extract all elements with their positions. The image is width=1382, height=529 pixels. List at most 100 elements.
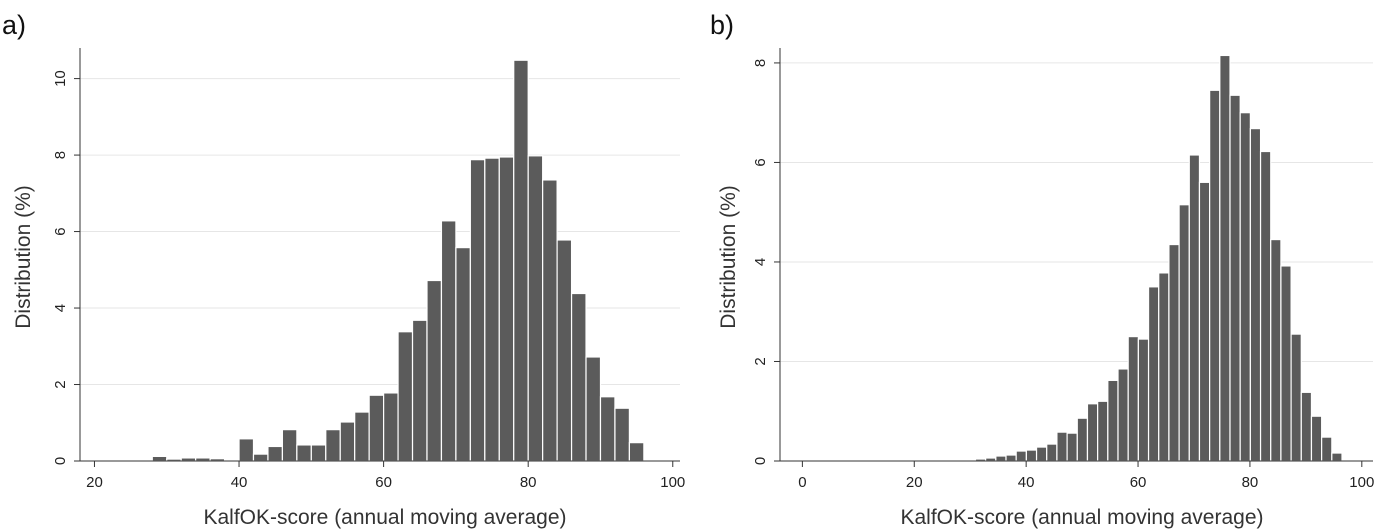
bar-a-32 <box>614 407 630 462</box>
bar-a-28 <box>556 239 573 462</box>
y-tick-label-a-4: 4 <box>52 304 69 312</box>
bar-b-43 <box>1239 112 1251 462</box>
bar-b-20 <box>1005 454 1017 462</box>
axes-b <box>779 48 1373 462</box>
bar-b-24 <box>1046 443 1058 462</box>
y-axis-title-a: Distribution (%) <box>12 185 35 329</box>
bar-b-34 <box>1147 286 1160 462</box>
bar-b-29 <box>1097 400 1109 462</box>
y-tick-label-b-0: 0 <box>752 457 769 465</box>
panel-label-b: b) <box>710 10 734 40</box>
axes-a <box>79 48 680 462</box>
bar-a-17 <box>397 331 414 462</box>
bar-a-33 <box>628 442 645 462</box>
bar-a-0 <box>151 455 168 462</box>
bar-b-37 <box>1178 204 1190 462</box>
y-tick-label-a-2: 2 <box>52 380 69 388</box>
bar-b-42 <box>1229 94 1241 462</box>
bar-a-26 <box>527 155 544 462</box>
x-tick-label-b-60: 60 <box>1130 474 1147 491</box>
bar-b-41 <box>1219 54 1231 462</box>
bar-a-21 <box>455 247 471 462</box>
bar-a-8 <box>267 445 284 462</box>
x-tick-label-a-60: 60 <box>375 474 392 491</box>
x-tick-label-b-80: 80 <box>1242 474 1259 491</box>
x-tick-label-a-100: 100 <box>660 474 685 491</box>
bar-b-21 <box>1015 450 1027 462</box>
bar-b-19 <box>995 455 1007 462</box>
bar-a-18 <box>411 319 428 462</box>
y-tick-label-b-6: 6 <box>752 158 769 166</box>
bar-a-12 <box>325 429 341 462</box>
y-axis-title-b: Distribution (%) <box>717 185 740 329</box>
bar-b-50 <box>1310 415 1323 462</box>
y-tick-label-a-0: 0 <box>52 457 69 465</box>
bar-a-9 <box>281 429 298 462</box>
bar-b-30 <box>1107 379 1119 462</box>
bars-b <box>801 54 1343 462</box>
bar-b-32 <box>1127 336 1139 462</box>
histogram-panel-b: b) 0 20 40 60 80 100 0 2 4 6 8 KalfOK-score (annua… <box>710 10 1374 529</box>
bar-a-10 <box>296 444 312 462</box>
bar-b-28 <box>1086 403 1099 462</box>
y-tick-label-b-8: 8 <box>752 59 769 67</box>
bar-a-19 <box>426 279 443 462</box>
bar-b-48 <box>1290 333 1302 462</box>
bar-b-26 <box>1066 432 1078 462</box>
bar-a-15 <box>368 394 385 462</box>
bar-b-46 <box>1270 238 1282 462</box>
bar-a-13 <box>339 421 356 462</box>
y-tick-label-a-6: 6 <box>52 227 69 235</box>
bar-b-44 <box>1249 128 1262 462</box>
grid-a <box>80 78 680 386</box>
bar-b-25 <box>1056 431 1068 462</box>
x-tick-label-a-20: 20 <box>86 474 103 491</box>
bar-b-51 <box>1321 436 1333 462</box>
bar-a-11 <box>310 444 327 462</box>
bar-b-40 <box>1209 89 1221 462</box>
x-tick-label-a-40: 40 <box>231 474 248 491</box>
bar-a-6 <box>238 438 255 462</box>
bar-b-49 <box>1300 391 1313 462</box>
bar-b-35 <box>1158 272 1170 462</box>
bar-b-39 <box>1198 181 1211 462</box>
y-tick-label-b-4: 4 <box>752 258 769 266</box>
bar-a-31 <box>599 396 616 462</box>
bar-b-38 <box>1188 154 1201 462</box>
x-tick-label-b-20: 20 <box>906 474 923 491</box>
bar-b-45 <box>1259 150 1272 462</box>
bar-a-27 <box>542 179 558 462</box>
bar-a-24 <box>498 156 515 462</box>
ticks-b: 0 20 40 60 80 100 0 2 4 6 8 <box>752 59 1374 491</box>
y-tick-label-a-8: 8 <box>52 151 69 159</box>
bar-b-31 <box>1117 368 1129 462</box>
y-tick-label-b-2: 2 <box>752 357 769 365</box>
bar-b-27 <box>1076 417 1089 462</box>
bar-b-47 <box>1280 265 1292 462</box>
histogram-panel-a: a) 20 40 60 80 100 0 2 4 6 8 10 KalfOK-score (annu… <box>2 10 685 529</box>
x-tick-label-a-80: 80 <box>520 474 537 491</box>
panel-label-a: a) <box>2 10 26 40</box>
bar-a-29 <box>570 292 587 462</box>
bar-a-23 <box>484 157 500 462</box>
bar-a-30 <box>585 356 602 462</box>
bar-b-52 <box>1331 452 1343 462</box>
ticks-a: 20 40 60 80 100 0 2 4 6 8 10 <box>52 70 685 491</box>
bar-a-20 <box>440 220 457 462</box>
bar-b-33 <box>1137 338 1150 462</box>
bar-b-22 <box>1025 449 1038 462</box>
bar-a-16 <box>383 392 399 462</box>
x-axis-title-a: KalfOK-score (annual moving average) <box>203 506 566 529</box>
bar-b-36 <box>1168 243 1180 462</box>
bar-a-22 <box>469 159 486 462</box>
x-axis-title-b: KalfOK-score (annual moving average) <box>900 506 1263 529</box>
bar-a-7 <box>252 453 269 462</box>
bars-a <box>151 59 645 462</box>
x-tick-label-b-0: 0 <box>798 474 806 491</box>
x-tick-label-b-40: 40 <box>1018 474 1035 491</box>
y-tick-label-a-10: 10 <box>52 70 69 87</box>
x-tick-label-b-100: 100 <box>1349 474 1374 491</box>
bar-a-14 <box>354 411 370 462</box>
bar-a-25 <box>513 59 529 462</box>
